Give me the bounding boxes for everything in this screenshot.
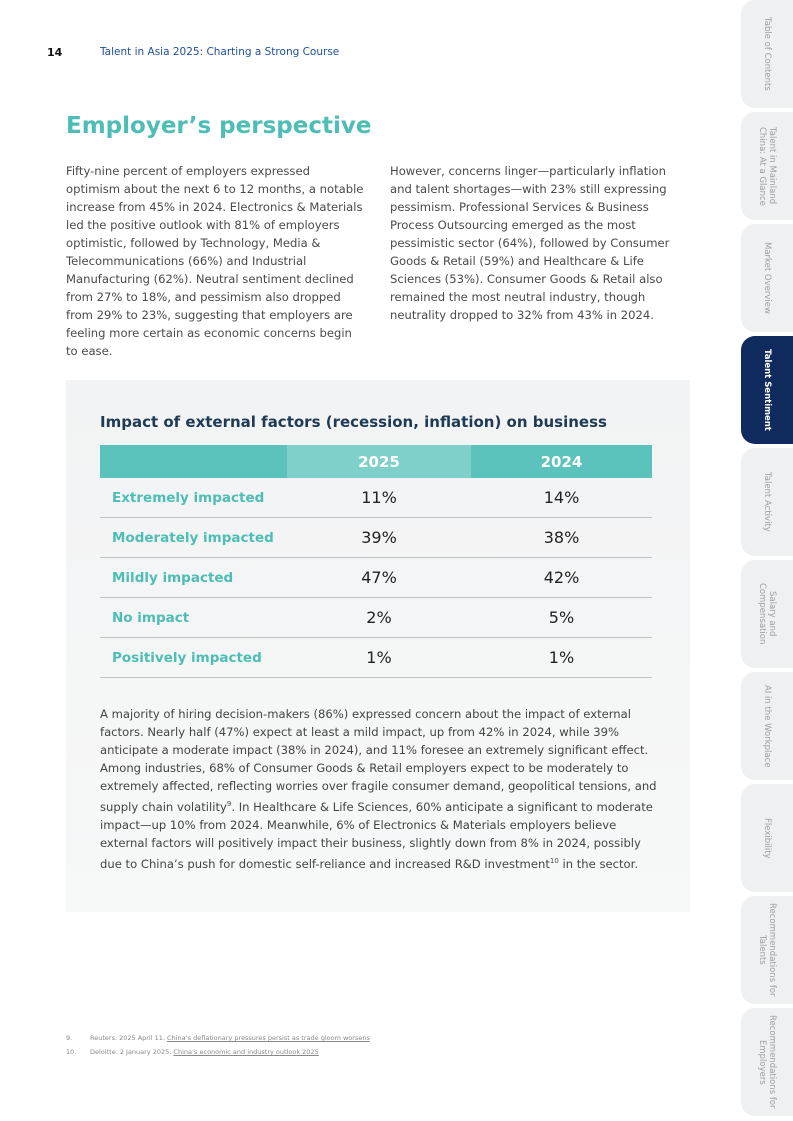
- side-tab[interactable]: Talent Sentiment: [741, 336, 793, 444]
- side-tab[interactable]: Talent in Mainland China: At a Glance: [741, 112, 793, 220]
- row-label: No impact: [100, 597, 287, 638]
- side-tab[interactable]: Salary and Compensation: [741, 560, 793, 668]
- side-tab[interactable]: Talent Activity: [741, 448, 793, 556]
- footnote: 9. Reuters. 2025 April 11. China’s deflat…: [66, 1034, 370, 1042]
- footnote-number: 9.: [66, 1034, 73, 1042]
- row-label: Positively impacted: [100, 637, 287, 678]
- tab-label: Recommendations for Talents: [757, 903, 777, 997]
- row-label: Mildly impacted: [100, 557, 287, 598]
- table-row: Positively impacted 1% 1%: [100, 637, 652, 678]
- page-number: 14: [47, 46, 63, 59]
- tab-label: Market Overview: [762, 242, 772, 314]
- table: 2025 2024 Extremely impacted 11% 14% Modera…: [100, 445, 652, 678]
- row-label: Extremely impacted: [100, 478, 287, 518]
- table-title: Impact of external factors (recession, i…: [100, 413, 607, 431]
- table-row: Extremely impacted 11% 14%: [100, 478, 652, 518]
- cell: 42%: [471, 557, 652, 598]
- text: in the sector.: [558, 856, 639, 871]
- cell: 1%: [471, 637, 652, 678]
- footnote-link[interactable]: China’s economic and industry outlook 20…: [173, 1048, 319, 1056]
- table-row: Moderately impacted 39% 38%: [100, 517, 652, 558]
- side-tab[interactable]: AI in the Workplace: [741, 672, 793, 780]
- cell: 14%: [471, 478, 652, 518]
- table-row: Mildly impacted 47% 42%: [100, 557, 652, 598]
- tab-label: Flexibility: [762, 817, 772, 859]
- text: A majority of hiring decision-makers (86…: [100, 707, 657, 814]
- side-tab[interactable]: Market Overview: [741, 224, 793, 332]
- tab-label: Talent Activity: [762, 472, 772, 532]
- paragraph: However, concerns linger—particularly in…: [390, 164, 670, 322]
- cell: 47%: [287, 557, 471, 598]
- tab-label: Table of Contents: [762, 17, 772, 91]
- header-cell: 2025: [287, 445, 471, 478]
- header-cell: 2024: [471, 445, 652, 478]
- row-label: Moderately impacted: [100, 517, 287, 558]
- paragraph: A majority of hiring decision-makers (86…: [100, 705, 660, 873]
- footnote-source: Deloitte. 2 January 2025.: [90, 1048, 172, 1056]
- tab-label: Recommendations for Employers: [757, 1015, 777, 1109]
- side-tab[interactable]: Flexibility: [741, 784, 793, 892]
- tab-label: Talent in Mainland China: At a Glance: [757, 126, 777, 206]
- footnote-number: 10.: [66, 1048, 77, 1056]
- side-tab[interactable]: Table of Contents: [741, 0, 793, 108]
- heading: Employer’s perspective: [66, 113, 372, 139]
- cell: 1%: [287, 637, 471, 678]
- footnote-source: Reuters. 2025 April 11.: [90, 1034, 165, 1042]
- cell: 2%: [287, 597, 471, 638]
- side-tab[interactable]: Recommendations for Employers: [741, 1008, 793, 1116]
- cell: 5%: [471, 597, 652, 638]
- footnote-ref: 10: [549, 856, 559, 865]
- tab-label: Salary and Compensation: [757, 583, 777, 645]
- cell: 38%: [471, 517, 652, 558]
- footnote-link[interactable]: China’s deflationary pressures persist a…: [167, 1034, 370, 1042]
- footnote: 10. Deloitte. 2 January 2025. China’s eco…: [66, 1048, 319, 1056]
- header-cell: [100, 445, 287, 478]
- tab-label: Talent Sentiment: [762, 349, 772, 431]
- footnote-ref: 9: [226, 800, 232, 808]
- tab-label: AI in the Workplace: [762, 684, 772, 768]
- cell: 39%: [287, 517, 471, 558]
- side-tab[interactable]: Recommendations for Talents: [741, 896, 793, 1004]
- cell: 11%: [287, 478, 471, 518]
- paragraph: Fifty-nine percent of employers expresse…: [66, 164, 364, 358]
- table-row: No impact 2% 5%: [100, 597, 652, 638]
- header-title: Talent in Asia 2025: Charting a Strong C…: [100, 46, 340, 58]
- text: . In Healthcare & Life Sciences, 60% ant…: [100, 799, 653, 871]
